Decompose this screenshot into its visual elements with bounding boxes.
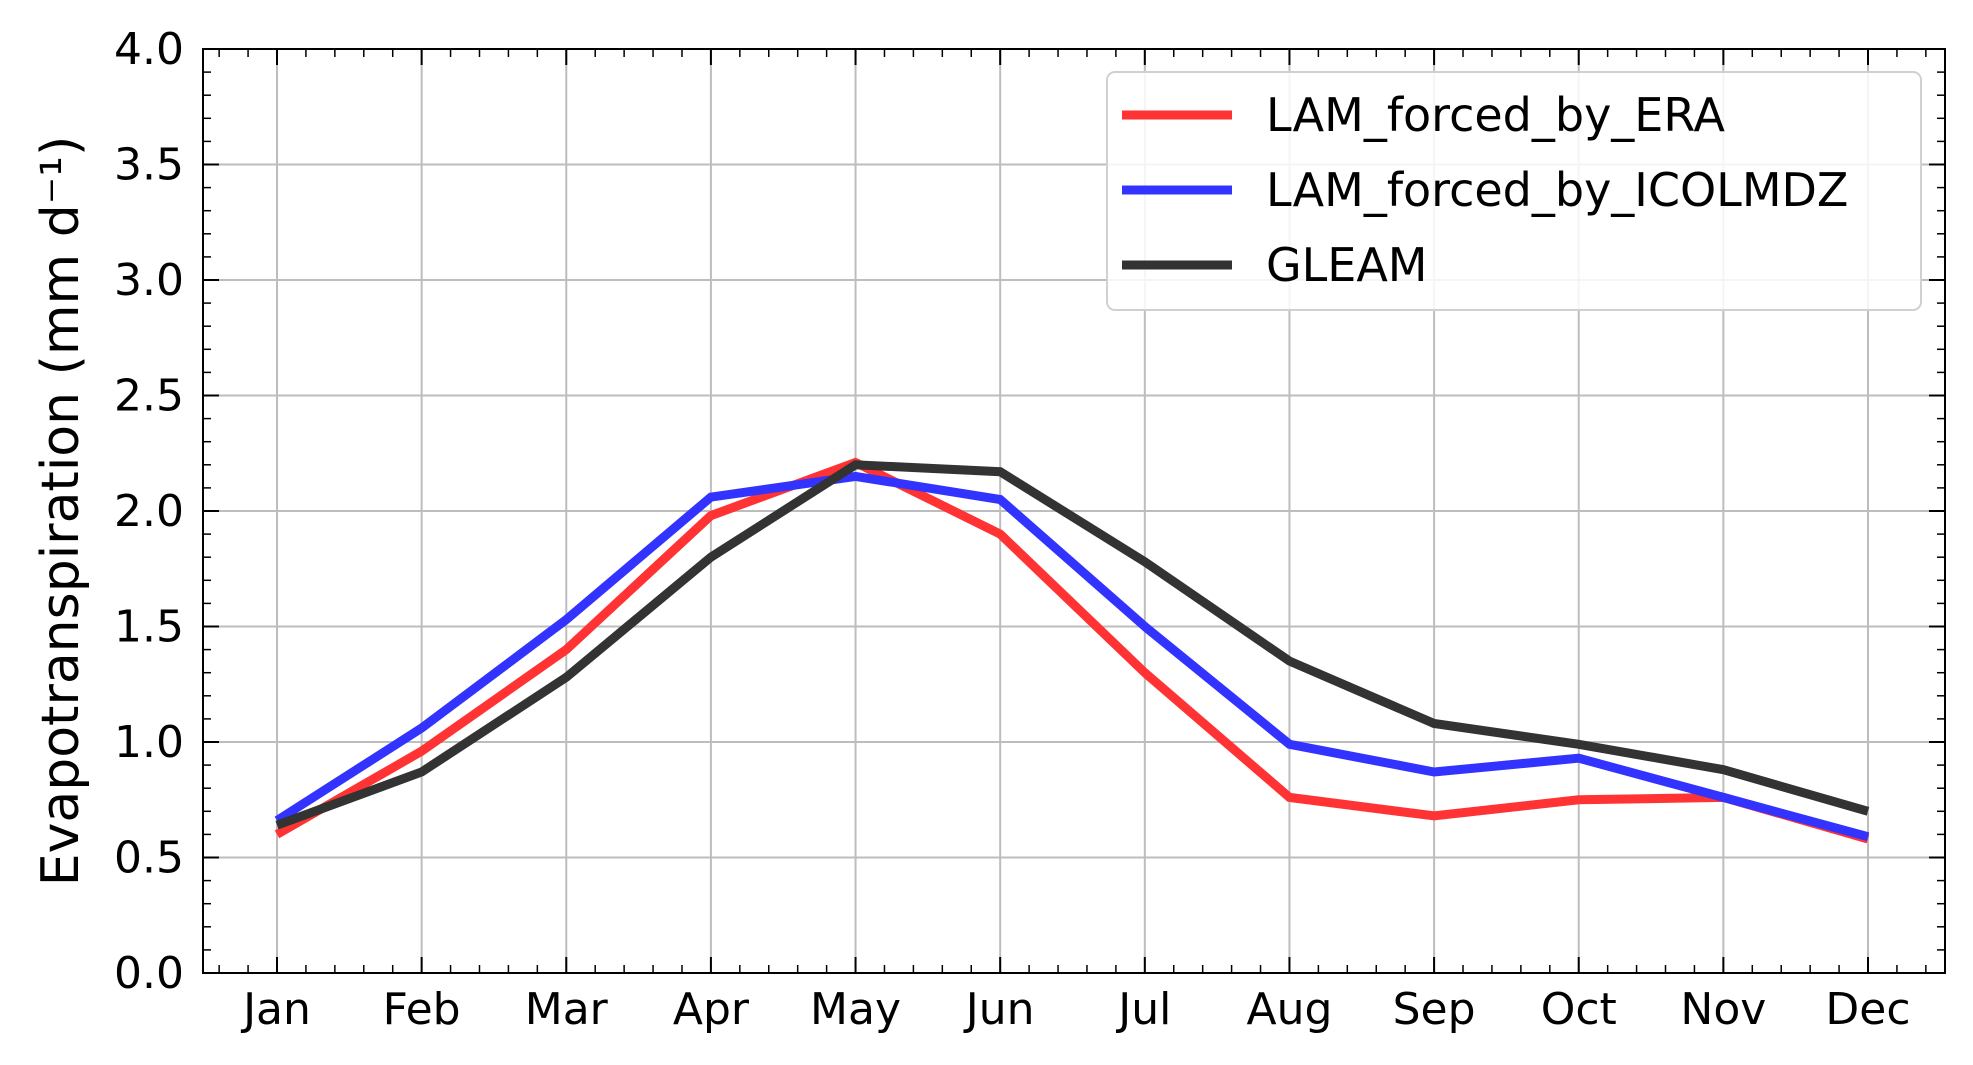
x-tick-label: Sep [1393, 984, 1476, 1035]
x-tick-label: Oct [1541, 984, 1617, 1035]
series-lines [274, 457, 1870, 844]
x-tick-label: Dec [1825, 984, 1910, 1035]
series-line-lam-forced-by-icolmdz [274, 471, 1870, 842]
x-tick-label: Aug [1246, 984, 1332, 1035]
x-tick-label: Jul [1115, 984, 1171, 1035]
legend: LAM_forced_by_ERA LAM_forced_by_ICOLMDZ GL… [1106, 71, 1922, 311]
y-tick-label: 2.0 [114, 486, 184, 537]
legend-label: LAM_forced_by_ERA [1266, 88, 1725, 142]
legend-box [1106, 71, 1922, 311]
legend-label: GLEAM [1266, 238, 1428, 292]
x-tick-label: Jun [963, 984, 1035, 1035]
plot-area-frame [202, 48, 1946, 974]
y-tick-label: 1.0 [114, 717, 184, 768]
y-tick-label: 0.5 [114, 833, 184, 884]
series-line-lam-forced-by-era [274, 457, 1870, 844]
x-tick-label: Mar [525, 984, 609, 1035]
x-tick-label: Nov [1680, 984, 1766, 1035]
x-tick-label: Jan [240, 984, 311, 1035]
x-tick-label: Apr [673, 984, 750, 1035]
y-tick-label: 2.5 [114, 371, 184, 422]
y-tick-label: 1.5 [114, 602, 184, 653]
y-tick-label: 3.5 [114, 140, 184, 191]
y-tick-label: 0.0 [114, 948, 184, 999]
x-tick-label: Feb [383, 984, 461, 1035]
tick-labels: Jan Feb Mar Apr May Jun Jul Aug Sep Oct Nov Dec 0.0 0… [114, 24, 1911, 1035]
legend-label: LAM_forced_by_ICOLMDZ [1266, 163, 1848, 217]
y-tick-label: 4.0 [114, 24, 184, 75]
y-tick-label: 3.0 [114, 255, 184, 306]
x-tick-label: May [810, 984, 901, 1035]
series-line-gleam [275, 460, 1870, 830]
y-axis-label: Evapotranspiration (mm d⁻¹) [31, 136, 91, 887]
